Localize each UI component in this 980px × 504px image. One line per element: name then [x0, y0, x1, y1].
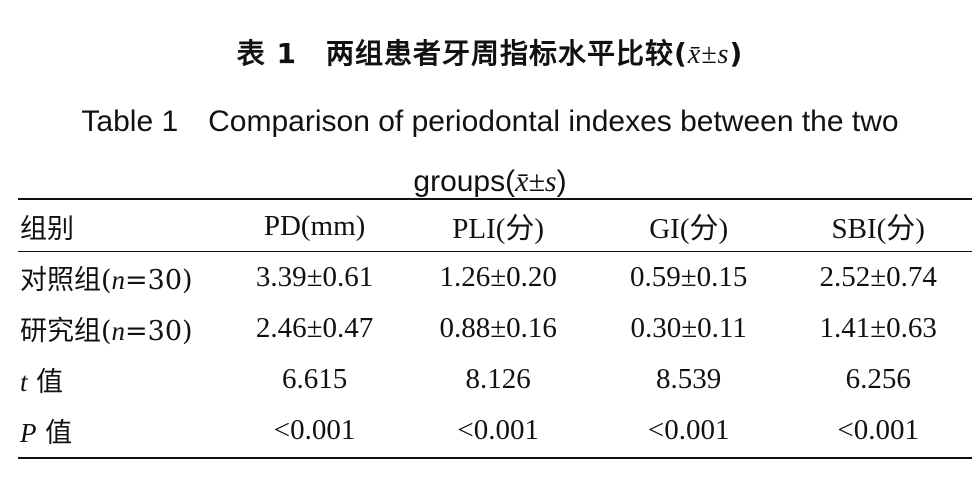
- table-title-english: Table 1 Comparison of periodontal indexe…: [30, 92, 950, 212]
- title-en-paren-open: (: [505, 165, 516, 198]
- table-row-study: 研究组(n=30) 2.46±0.47 0.88±0.16 0.30±0.11 …: [18, 303, 972, 354]
- row-label-pre: 对照组(: [20, 265, 112, 296]
- cell-gi: <0.001: [647, 414, 730, 446]
- title-cn-paren-close: ): [729, 37, 744, 70]
- cell-gi: 0.30±0.11: [630, 312, 747, 344]
- cell-gi: 0.59±0.15: [629, 261, 748, 293]
- cell-sbi: <0.001: [837, 414, 920, 446]
- row-label: P 值: [18, 405, 226, 456]
- row-label-pre: 研究组(: [20, 316, 112, 347]
- table-row-t-value: t 值 6.615 8.126 8.539 6.256: [18, 354, 972, 405]
- row-label-symbol: P: [20, 418, 37, 448]
- title-cn-text: 表 1 两组患者牙周指标水平比较: [236, 37, 674, 70]
- cell-pd: <0.001: [273, 414, 356, 446]
- cell-pli: 8.126: [465, 363, 531, 395]
- cell-sbi: 2.52±0.74: [819, 261, 937, 293]
- cell-pd: 3.39±0.61: [255, 261, 374, 293]
- table-header-rule: [18, 251, 972, 252]
- title-cn-stat: x̄±s: [687, 39, 730, 70]
- row-label-symbol: n: [111, 316, 126, 346]
- title-en-paren-close: ): [556, 165, 567, 198]
- row-label: t 值: [18, 354, 226, 405]
- table-top-rule: [18, 198, 972, 200]
- row-label-post: =30): [125, 265, 193, 296]
- table-row-control: 对照组(n=30) 3.39±0.61 1.26±0.20 0.59±0.15 …: [18, 252, 972, 303]
- table-title-chinese: 表 1 两组患者牙周指标水平比较(x̄±s): [0, 32, 980, 72]
- title-en-stat: x̄±s: [515, 165, 557, 198]
- comparison-table: 组别 PD(mm) PLI(分) GI(分) SBI(分) 对照组(n=30) …: [18, 200, 972, 456]
- header-pli: PLI(分): [452, 213, 545, 245]
- header-sbi: SBI(分): [831, 213, 925, 245]
- row-label-symbol: t: [20, 367, 28, 397]
- cell-sbi: 1.41±0.63: [819, 312, 937, 344]
- title-en-text: Table 1 Comparison of periodontal indexe…: [81, 105, 899, 198]
- table-header-row: 组别 PD(mm) PLI(分) GI(分) SBI(分): [18, 200, 972, 252]
- cell-pli: 0.88±0.16: [439, 312, 557, 344]
- table-row-p-value: P 值 <0.001 <0.001 <0.001 <0.001: [18, 405, 972, 456]
- table-bottom-rule: [18, 457, 972, 459]
- row-label-symbol: n: [111, 265, 126, 295]
- cell-pli: <0.001: [457, 414, 539, 446]
- row-label: 研究组(n=30): [18, 303, 226, 354]
- row-label-post: 值: [27, 367, 64, 398]
- cell-pd: 2.46±0.47: [255, 312, 374, 344]
- header-pd: PD(mm): [263, 209, 366, 242]
- cell-pli: 1.26±0.20: [439, 261, 557, 293]
- row-label: 对照组(n=30): [18, 252, 226, 303]
- title-cn-paren-open: (: [673, 37, 688, 70]
- row-label-post: =30): [125, 316, 193, 347]
- cell-sbi: 6.256: [845, 363, 911, 395]
- cell-gi: 8.539: [656, 363, 722, 395]
- header-group: 组别: [20, 213, 74, 245]
- row-label-post: 值: [36, 418, 73, 449]
- cell-pd: 6.615: [281, 363, 348, 395]
- header-gi: GI(分): [649, 213, 729, 245]
